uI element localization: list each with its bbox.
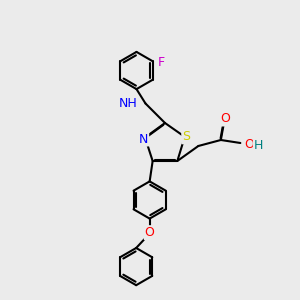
Text: H: H [254, 140, 263, 152]
Text: N: N [139, 133, 148, 146]
Text: S: S [182, 130, 190, 143]
Text: NH: NH [119, 97, 138, 110]
Text: O: O [145, 226, 154, 239]
Text: O: O [244, 138, 254, 151]
Text: O: O [244, 138, 254, 151]
Text: NH: NH [119, 97, 138, 110]
Text: F: F [158, 56, 165, 69]
Text: O: O [145, 226, 154, 239]
Text: N: N [139, 133, 148, 146]
Text: F: F [158, 56, 165, 69]
Text: H: H [254, 140, 263, 152]
Text: S: S [182, 130, 190, 143]
Text: O: O [220, 112, 230, 125]
Text: O: O [220, 112, 230, 125]
